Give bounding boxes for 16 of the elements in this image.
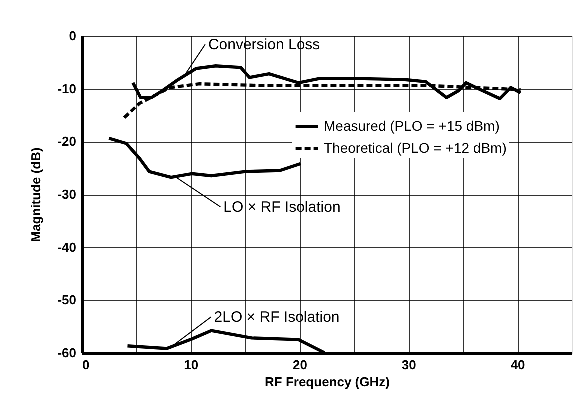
x-tick-label: 0 — [82, 358, 90, 372]
y-tick-label: -40 — [58, 240, 76, 255]
y-axis-title: Magnitude (dB) — [28, 148, 44, 242]
x-axis-title: RF Frequency (GHz) — [265, 374, 390, 390]
legend-label: Theoretical (PLO = +12 dBm) — [324, 140, 507, 156]
y-tick-label: -20 — [58, 134, 76, 150]
y-tick-label: -30 — [58, 187, 76, 202]
x-tick-label: 40 — [510, 358, 526, 372]
x-tick-label: 20 — [293, 358, 308, 372]
y-tick-label: -60 — [58, 346, 76, 360]
x-tick-label: 10 — [184, 358, 199, 372]
y-tick-label: -50 — [58, 292, 76, 308]
y-tick-label: -10 — [58, 81, 76, 96]
y-tick-label: 0 — [69, 28, 76, 44]
x-tick-label: 30 — [402, 358, 416, 372]
legend-label: Measured (PLO = +15 dBm) — [324, 118, 500, 134]
